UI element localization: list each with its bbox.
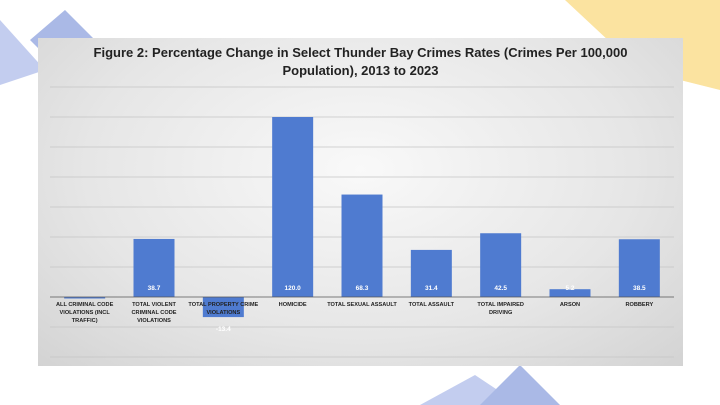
data-label: 68.3 bbox=[356, 285, 369, 292]
category-label: ROBBERY bbox=[625, 302, 653, 308]
category-label: ALL CRIMINAL CODE bbox=[56, 302, 114, 308]
category-label: TOTAL ASSAULT bbox=[409, 302, 455, 308]
category-label: VIOLATIONS bbox=[137, 318, 171, 324]
bar bbox=[272, 117, 314, 297]
chart-title: Figure 2: Percentage Change in Select Th… bbox=[38, 44, 683, 80]
data-label: 31.4 bbox=[425, 285, 438, 292]
category-label: TOTAL PROPERTY CRIME bbox=[188, 302, 258, 308]
bar bbox=[341, 194, 383, 297]
bar bbox=[549, 289, 591, 297]
data-label: 42.5 bbox=[494, 285, 507, 292]
category-label: DRIVING bbox=[489, 310, 512, 316]
category-label: TRAFFIC) bbox=[72, 318, 98, 324]
bar bbox=[618, 239, 660, 297]
bar-chart: 38.7 -13.4 120.0 68.3 31.4 42.5 5.2 38.5 ALL CRI… bbox=[50, 86, 674, 358]
chart-title-line-2: Population), 2013 to 2023 bbox=[282, 63, 439, 78]
category-label: ARSON bbox=[560, 302, 580, 308]
data-label: 120.0 bbox=[285, 285, 302, 292]
data-label: 38.5 bbox=[633, 285, 646, 292]
bar bbox=[202, 297, 244, 318]
data-label: 5.2 bbox=[565, 285, 574, 292]
bar bbox=[133, 238, 175, 297]
category-label: CRIMINAL CODE bbox=[132, 310, 177, 316]
bar bbox=[480, 233, 522, 297]
bar bbox=[410, 249, 452, 297]
data-label: -13.4 bbox=[216, 326, 231, 333]
category-label: VIOLATIONS (INCL bbox=[60, 310, 111, 316]
category-label: TOTAL VIOLENT bbox=[132, 302, 176, 308]
chart-title-line-1: Figure 2: Percentage Change in Select Th… bbox=[93, 45, 628, 60]
category-label: VIOLATIONS bbox=[206, 310, 240, 316]
deco-blue-triangle-top-left bbox=[0, 20, 45, 85]
bar bbox=[64, 297, 106, 299]
category-label: TOTAL IMPAIRED bbox=[477, 302, 524, 308]
category-label: TOTAL SEXUAL ASSAULT bbox=[327, 302, 397, 308]
data-label: 38.7 bbox=[148, 285, 161, 292]
chart-panel: Figure 2: Percentage Change in Select Th… bbox=[38, 38, 683, 366]
deco-blue-triangle-bottom-2 bbox=[480, 365, 560, 405]
category-label: HOMICIDE bbox=[279, 302, 307, 308]
